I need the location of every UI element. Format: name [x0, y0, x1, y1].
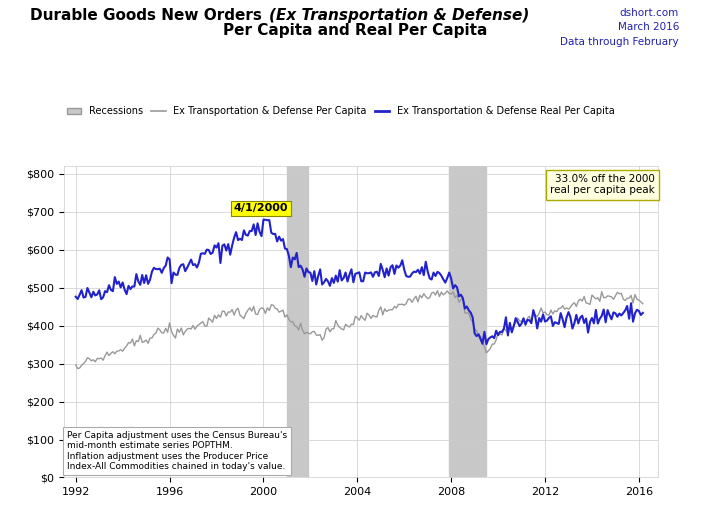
Text: 4/1/2000: 4/1/2000	[234, 203, 289, 213]
Bar	[449, 166, 486, 477]
Text: dshort.com: dshort.com	[620, 8, 679, 18]
Bar	[287, 166, 308, 477]
Text: March 2016: March 2016	[618, 22, 679, 32]
Text: Durable Goods New Orders (Ex Transportation & Defense): Durable Goods New Orders (Ex Transportat…	[107, 8, 604, 23]
Text: Durable Goods New Orders: Durable Goods New Orders	[237, 8, 474, 23]
Text: Per Capita adjustment uses the Census Bureau's
mid-month estimate series POPTHM.: Per Capita adjustment uses the Census Bu…	[67, 431, 287, 471]
Text: Durable Goods New Orders: Durable Goods New Orders	[29, 8, 267, 23]
Text: Data through February: Data through February	[560, 37, 679, 47]
Text: (Ex Transportation & Defense): (Ex Transportation & Defense)	[269, 8, 529, 23]
Legend: Recessions, Ex Transportation & Defense Per Capita, Ex Transportation & Defense : Recessions, Ex Transportation & Defense …	[63, 102, 619, 120]
Text: 33.0% off the 2000
real per capita peak: 33.0% off the 2000 real per capita peak	[550, 174, 655, 196]
Text: Per Capita and Real Per Capita: Per Capita and Real Per Capita	[223, 23, 488, 38]
